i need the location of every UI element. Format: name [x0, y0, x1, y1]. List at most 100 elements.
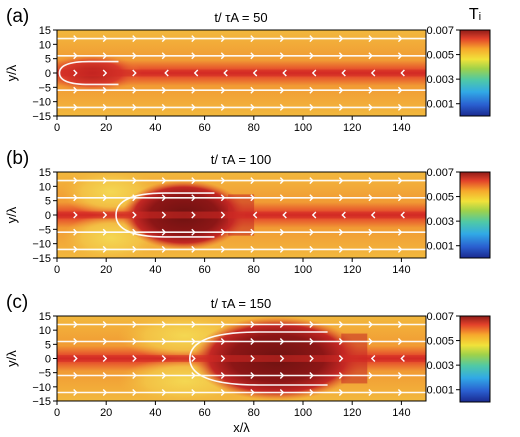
- arrow-marker: [370, 211, 376, 219]
- arrow-marker: [279, 338, 285, 345]
- x-tick-label: 80: [248, 264, 260, 276]
- arrow-marker: [311, 211, 317, 219]
- panel-label: (c): [6, 292, 28, 313]
- streamline-loop: [189, 331, 328, 386]
- y-tick-label: 0: [45, 210, 51, 222]
- y-axis-label: y/λ: [4, 64, 19, 81]
- panel-label: (b): [6, 148, 29, 169]
- arrow-marker: [338, 177, 344, 185]
- colorbar-tick-label: 0.005: [426, 192, 454, 204]
- y-tick-label: −5: [38, 368, 51, 380]
- heatmap-area: [57, 316, 426, 401]
- arrow-marker: [102, 372, 108, 379]
- x-tick-label: 120: [343, 407, 361, 419]
- arrow-marker: [220, 338, 226, 345]
- arrow-marker: [250, 321, 255, 328]
- arrow-marker: [191, 389, 196, 396]
- arrow-marker: [279, 52, 285, 60]
- arrow-marker: [309, 35, 314, 43]
- arrow-marker: [191, 372, 196, 379]
- arrow-marker: [309, 194, 314, 202]
- arrow-marker: [132, 355, 137, 362]
- arrow-marker: [338, 321, 344, 328]
- arrow-marker: [73, 194, 78, 202]
- arrow-marker: [161, 338, 167, 345]
- y-axis-label: y/λ: [4, 350, 19, 367]
- arrow-marker: [73, 338, 78, 345]
- arrow-marker: [250, 372, 255, 379]
- arrow-marker: [279, 86, 285, 94]
- arrow-marker: [132, 35, 137, 43]
- arrow-marker: [223, 69, 228, 77]
- x-tick-label: 0: [54, 264, 60, 276]
- arrow-marker: [368, 228, 373, 236]
- arrow-marker: [102, 103, 108, 111]
- arrow-marker: [102, 228, 108, 236]
- arrow-marker: [132, 103, 137, 111]
- colorbar-tick-label: 0.003: [426, 216, 454, 228]
- panel-title: t/ τA = 150: [211, 296, 271, 311]
- arrow-marker: [220, 86, 226, 94]
- arrow-marker: [132, 321, 137, 328]
- arrow-marker: [102, 86, 108, 94]
- arrow-marker: [73, 355, 78, 362]
- arrow-marker: [282, 69, 287, 77]
- arrow-marker: [102, 194, 108, 202]
- x-tick-label: 140: [392, 407, 410, 419]
- arrow-marker: [191, 194, 196, 202]
- streamlines: [57, 37, 426, 109]
- arrow-marker: [191, 35, 196, 43]
- arrow-marker: [191, 338, 196, 345]
- colorbar-tick-label: 0.005: [426, 50, 454, 62]
- arrow-marker: [279, 35, 285, 43]
- arrow-marker: [164, 69, 169, 77]
- streamline-loop: [115, 192, 215, 238]
- arrow-marker: [161, 372, 167, 379]
- arrow-marker: [279, 321, 285, 328]
- arrow-marker: [397, 35, 403, 43]
- x-tick-label: 60: [198, 407, 210, 419]
- arrow-marker: [397, 194, 403, 202]
- colorbar-tick-label: 0.003: [426, 360, 454, 372]
- y-tick-label: 15: [39, 167, 51, 179]
- x-tick-label: 100: [294, 122, 312, 134]
- x-tick-label: 0: [54, 122, 60, 134]
- arrow-marker: [161, 321, 167, 328]
- arrow-marker: [191, 177, 196, 185]
- arrow-marker: [220, 355, 226, 362]
- streamline-loop: [58, 60, 119, 86]
- arrow-marker: [309, 389, 314, 396]
- y-tick-label: −15: [32, 253, 51, 265]
- arrow-marker: [368, 177, 373, 185]
- arrow-marker: [341, 69, 346, 77]
- arrow-marker: [368, 389, 373, 396]
- arrow-marker: [161, 355, 167, 362]
- arrow-marker: [73, 52, 78, 60]
- arrow-marker: [73, 177, 78, 185]
- velocity-arrows: [73, 35, 405, 111]
- arrow-marker: [161, 52, 167, 60]
- arrow-marker: [102, 52, 108, 60]
- arrow-marker: [132, 52, 137, 60]
- arrow-marker: [73, 211, 78, 219]
- arrow-marker: [250, 228, 255, 236]
- arrow-marker: [161, 211, 167, 219]
- x-tick-label: 60: [198, 264, 210, 276]
- colorbar-tick-label: 0.007: [426, 25, 454, 37]
- jet-core: [57, 69, 426, 77]
- arrow-marker: [311, 69, 317, 77]
- x-tick-label: 0: [54, 407, 60, 419]
- x-tick-label: 120: [343, 264, 361, 276]
- arrow-marker: [397, 103, 403, 111]
- colorbar: [459, 315, 491, 403]
- jet-core: [57, 211, 426, 219]
- arrow-marker: [368, 321, 373, 328]
- arrow-marker: [338, 228, 344, 236]
- arrow-marker: [102, 338, 108, 345]
- arrow-marker: [191, 211, 196, 219]
- arrow-marker: [338, 372, 344, 379]
- arrow-marker: [397, 338, 403, 345]
- y-tick-label: 15: [39, 25, 51, 37]
- arrow-marker: [220, 103, 226, 111]
- arrow-marker: [309, 372, 314, 379]
